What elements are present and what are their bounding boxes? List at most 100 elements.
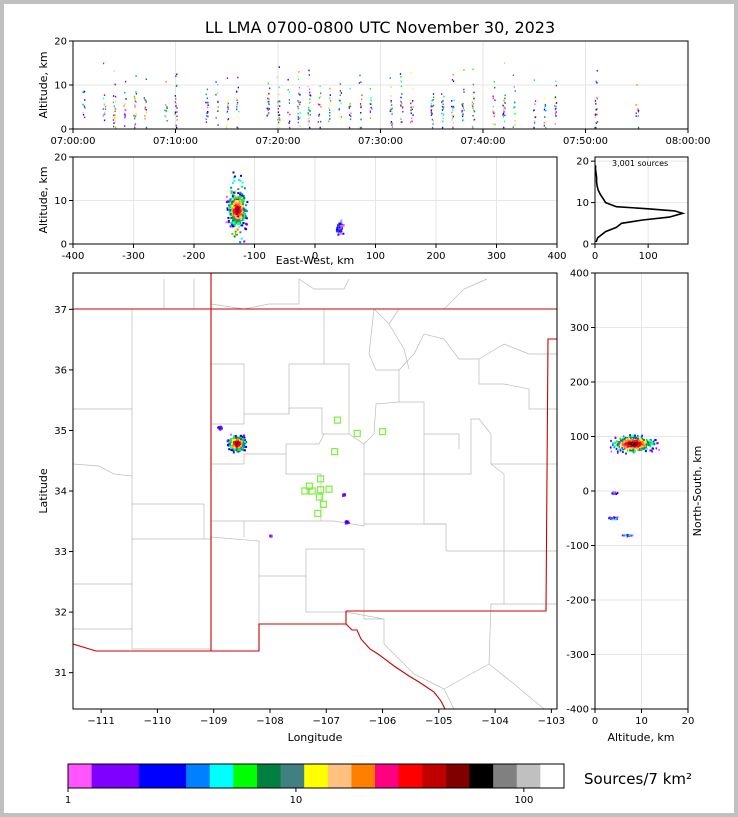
source-point <box>114 116 116 118</box>
source-point <box>461 115 464 118</box>
source-point <box>297 100 299 102</box>
source-point <box>103 103 105 106</box>
source-point <box>461 105 464 107</box>
source-point <box>645 450 647 453</box>
source-point <box>231 198 234 201</box>
source-point <box>297 107 300 110</box>
source-point <box>400 105 402 107</box>
source-point <box>656 442 658 445</box>
source-point <box>630 443 632 446</box>
source-point <box>631 445 634 448</box>
source-point <box>609 446 612 449</box>
figure-title: LL LMA 0700-0800 UTC November 30, 2023 <box>205 18 555 37</box>
source-point <box>543 108 546 111</box>
source-point <box>432 123 434 126</box>
source-point <box>632 448 635 451</box>
source-point <box>114 109 116 112</box>
tick-label: 07:20:00 <box>256 136 301 147</box>
source-point <box>625 447 627 450</box>
east-west-panel: -400 -300 -200 -100 0 100 200 300 400 0 10 20 East-… <box>37 153 567 268</box>
source-point <box>637 110 640 113</box>
source-point <box>144 115 146 117</box>
source-point <box>348 105 350 108</box>
source-point <box>309 94 312 97</box>
source-point <box>555 105 557 107</box>
source-point <box>240 445 243 448</box>
source-point <box>533 79 536 81</box>
source-point <box>239 210 242 213</box>
source-point <box>143 97 145 99</box>
source-point <box>339 220 342 223</box>
source-point <box>339 228 342 231</box>
source-point <box>338 232 341 235</box>
lma-figure: LL LMA 0700-0800 UTC November 30, 2023 0… <box>37 18 710 806</box>
source-point <box>320 120 322 123</box>
source-point <box>233 175 236 178</box>
source-point <box>622 435 625 438</box>
source-point <box>492 97 494 100</box>
source-point <box>103 119 106 122</box>
tick-label: −105 <box>425 716 452 727</box>
source-point <box>112 101 115 104</box>
source-point <box>318 113 321 116</box>
source-point <box>544 105 546 107</box>
source-point <box>389 110 392 113</box>
source-point <box>134 126 136 129</box>
source-point <box>636 447 638 450</box>
source-point <box>104 113 106 116</box>
source-point <box>237 215 240 218</box>
source-point <box>205 115 208 117</box>
source-point <box>176 115 178 118</box>
source-point <box>545 121 547 124</box>
source-point <box>278 86 280 88</box>
source-point <box>400 81 403 84</box>
source-point <box>215 117 217 119</box>
station-marker <box>325 485 333 493</box>
source-point <box>370 106 372 109</box>
source-point <box>657 442 659 445</box>
tick-label: 100 <box>366 251 385 262</box>
source-point <box>452 126 454 129</box>
source-point <box>616 517 619 520</box>
source-point <box>640 444 643 447</box>
source-point <box>451 119 453 121</box>
source-point <box>176 111 178 113</box>
source-point <box>473 118 476 121</box>
source-point <box>649 440 651 443</box>
source-point <box>636 444 638 447</box>
source-point <box>463 91 465 93</box>
source-point <box>411 117 413 120</box>
source-point <box>329 94 331 96</box>
source-point <box>238 206 241 209</box>
source-point <box>643 443 645 446</box>
source-point <box>232 176 235 179</box>
source-point <box>472 107 474 109</box>
source-point <box>555 102 558 104</box>
source-point <box>236 99 238 102</box>
tick-label: 100 <box>570 432 589 443</box>
source-point <box>175 98 177 100</box>
source-point <box>229 225 232 228</box>
source-point <box>644 444 646 447</box>
source-point <box>622 446 625 449</box>
source-point <box>320 92 322 95</box>
tick-label: 0 <box>61 125 67 136</box>
source-point <box>631 438 634 441</box>
source-point <box>645 443 648 446</box>
source-point <box>84 116 86 119</box>
source-point <box>237 438 240 441</box>
source-point <box>442 107 444 110</box>
source-point <box>243 446 246 449</box>
tick-label: 200 <box>570 378 589 389</box>
source-point <box>339 83 342 85</box>
source-point <box>231 225 234 228</box>
source-point <box>277 114 280 117</box>
source-point <box>82 113 85 116</box>
source-point <box>217 110 219 112</box>
source-point <box>237 217 240 220</box>
source-point <box>618 441 621 444</box>
source-point <box>83 90 86 93</box>
source-point <box>452 115 454 118</box>
source-point <box>369 103 371 105</box>
source-point <box>237 210 240 213</box>
